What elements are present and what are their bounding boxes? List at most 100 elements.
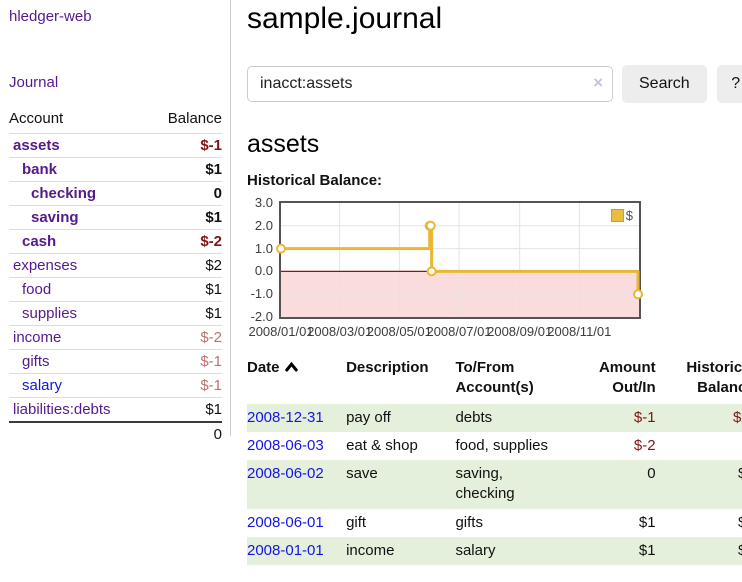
transaction-description: pay off (346, 408, 391, 426)
account-link[interactable]: salary (22, 377, 63, 394)
transaction-date-link[interactable]: 2008-01-01 (247, 541, 324, 559)
search-form: × Search ? (247, 65, 742, 103)
transaction-description: income (346, 541, 395, 559)
transaction-date-link[interactable]: 2008-06-03 (247, 436, 324, 454)
transaction-date-link[interactable]: 2008-12-31 (247, 408, 324, 426)
register-header-accounts: To/From Account(s) (455, 359, 534, 397)
account-row: supplies $1 (9, 301, 222, 326)
sidebar-item-journal[interactable]: Journal (9, 74, 59, 91)
accounts-header-row: Account Balance (9, 108, 222, 134)
search-input[interactable] (247, 66, 613, 102)
transaction-row: 2008-06-03 eat & shop food, supplies $-2… (247, 432, 742, 460)
account-link[interactable]: income (13, 329, 62, 346)
account-row: expenses $2 (9, 253, 222, 278)
legend-label: $ (625, 208, 633, 223)
chart-y-axis: 3.0 2.0 1.0 0.0 -1.0 -2.0 (247, 196, 273, 324)
y-tick-label: 1.0 (254, 240, 273, 256)
transaction-description: gift (346, 513, 367, 531)
account-balance: $1 (147, 205, 222, 230)
y-tick-label: 2.0 (254, 217, 273, 233)
register-header-row: Date Description To/From Account(s) Amou… (247, 357, 742, 404)
y-tick-label: 0.0 (254, 263, 273, 279)
transaction-balance: $2 (656, 509, 742, 537)
chart-plot-area: $ (276, 201, 644, 319)
transaction-amount: $1 (638, 513, 656, 531)
page-title: sample.journal (247, 2, 443, 35)
account-link[interactable]: saving (31, 209, 79, 226)
register-header-date[interactable]: Date (247, 357, 346, 404)
sort-ascending-icon (284, 361, 298, 372)
transaction-accounts: debts (455, 408, 493, 426)
account-row: liabilities:debts $1 (9, 397, 222, 422)
transaction-accounts: gifts (455, 513, 483, 531)
chart-legend: $ (608, 207, 635, 224)
account-balance: $2 (147, 253, 222, 278)
x-tick-label: 2008/09/01 (487, 324, 553, 339)
account-link[interactable]: bank (22, 161, 58, 178)
account-balance: $-2 (147, 229, 222, 254)
y-tick-label: 3.0 (254, 195, 273, 210)
transaction-description: eat & shop (346, 436, 418, 454)
accounts-total-spacer (9, 421, 148, 446)
x-tick-label: 2008/11/01 (547, 324, 612, 339)
accounts-header-account: Account (9, 110, 64, 127)
account-balance: $1 (147, 397, 222, 422)
account-balance: $1 (147, 157, 222, 182)
legend-swatch-icon (610, 209, 624, 222)
account-link[interactable]: gifts (22, 353, 50, 370)
account-row: bank $1 (9, 157, 222, 182)
historical-balance-chart: 3.0 2.0 1.0 0.0 -1.0 -2.0 $ 2008/01/01 2008/03… (247, 196, 717, 340)
account-balance: $-1 (147, 373, 222, 398)
account-row: cash $-2 (9, 229, 222, 254)
account-heading: assets (247, 130, 320, 158)
account-link[interactable]: cash (22, 233, 57, 250)
account-link[interactable]: checking (31, 185, 97, 202)
register-table: Date Description To/From Account(s) Amou… (247, 357, 742, 565)
x-tick-label: 2008/05/01 (366, 324, 432, 339)
app-title-link[interactable]: hledger-web (9, 8, 92, 25)
transaction-balance: 0 (656, 432, 742, 460)
account-row: saving $1 (9, 205, 222, 230)
transaction-row: 2008-12-31 pay off debts $-1 $-1 (247, 403, 742, 432)
transaction-amount: $1 (638, 541, 656, 559)
transaction-balance: $-1 (733, 408, 742, 426)
transaction-row: 2008-01-01 income salary $1 $1 (247, 536, 742, 565)
date-header-label: Date (247, 359, 280, 376)
account-balance: $1 (147, 277, 222, 302)
account-link[interactable]: supplies (22, 305, 78, 322)
transaction-amount: $-2 (633, 436, 656, 454)
main-content: sample.journal × Search ? assets Histori… (231, 0, 742, 582)
transaction-amount: 0 (647, 465, 656, 482)
accounts-total-row: 0 (9, 421, 222, 446)
account-link[interactable]: liabilities:debts (13, 401, 111, 418)
transaction-date-link[interactable]: 2008-06-01 (247, 513, 324, 531)
accounts-header-balance: Balance (167, 110, 222, 127)
account-link[interactable]: expenses (13, 257, 78, 274)
account-row: assets $-1 (9, 133, 222, 158)
transaction-date-link[interactable]: 2008-06-02 (247, 465, 324, 482)
y-tick-label: -2.0 (250, 309, 273, 324)
register-header-amount: Amount Out/In (598, 359, 656, 397)
chart-title: Historical Balance: (247, 172, 383, 189)
register-header-description: Description (346, 359, 429, 376)
account-balance: $1 (147, 301, 222, 326)
account-link[interactable]: food (22, 281, 52, 298)
transaction-accounts: saving, checking (455, 465, 515, 503)
account-row: income $-2 (9, 325, 222, 350)
transaction-description: save (346, 465, 378, 482)
account-row: checking 0 (9, 181, 222, 206)
transaction-amount: $-1 (633, 408, 656, 426)
transaction-accounts: salary (455, 541, 496, 559)
help-button[interactable]: ? (716, 65, 742, 103)
search-button[interactable]: Search (622, 65, 707, 103)
transaction-accounts: food, supplies (455, 436, 549, 454)
account-balance: 0 (147, 181, 222, 206)
transaction-balance: $2 (656, 460, 742, 509)
chart-canvas (276, 203, 644, 317)
accounts-total-value: 0 (147, 421, 222, 446)
x-tick-label: 2008/03/01 (307, 324, 373, 339)
account-row: food $1 (9, 277, 222, 302)
transaction-balance: $1 (656, 537, 742, 565)
clear-search-icon[interactable]: × (593, 73, 603, 92)
account-link[interactable]: assets (13, 137, 60, 154)
